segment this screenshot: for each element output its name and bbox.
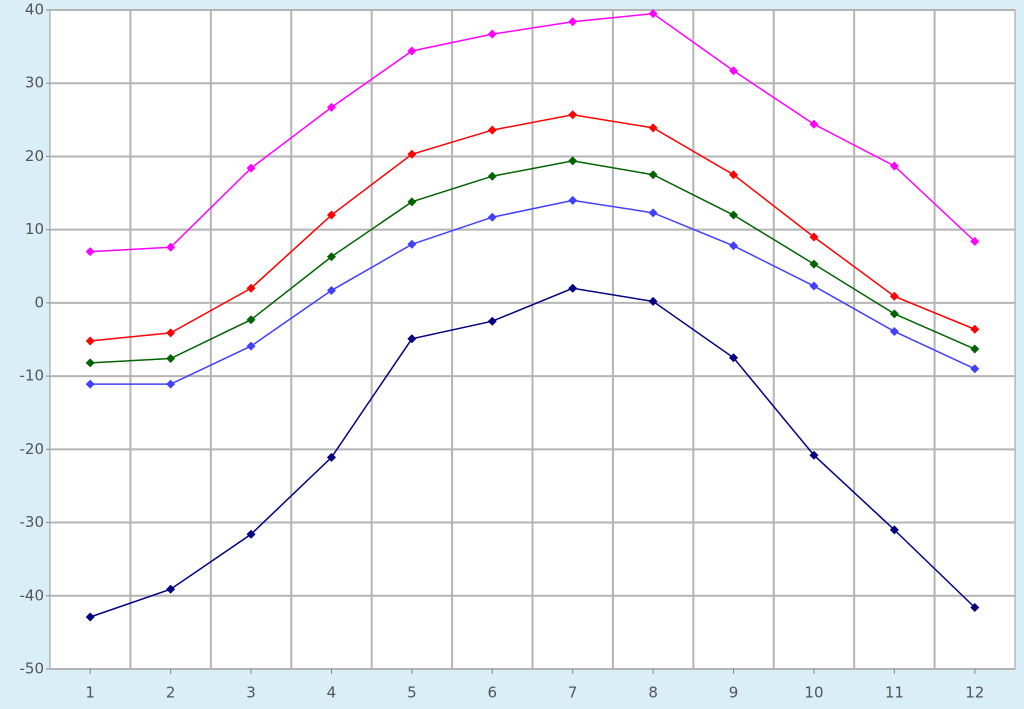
point-marker [729, 241, 739, 251]
point-marker [970, 344, 980, 354]
point-marker [166, 584, 176, 594]
y-tick-label: -10 [20, 367, 45, 385]
x-tick-label: 4 [327, 684, 337, 702]
point-marker [407, 334, 417, 344]
point-marker [487, 29, 497, 39]
point-marker [246, 315, 256, 325]
point-marker [85, 358, 95, 368]
y-tick-label: -20 [20, 440, 45, 458]
point-marker [487, 125, 497, 135]
point-marker [809, 450, 819, 460]
point-marker [568, 195, 578, 205]
point-marker [809, 119, 819, 129]
point-marker [166, 354, 176, 364]
point-marker [326, 102, 336, 112]
point-marker [970, 324, 980, 334]
point-marker [326, 285, 336, 295]
point-marker [85, 336, 95, 346]
series-line [90, 12, 976, 253]
y-tick-label: 30 [25, 74, 44, 92]
point-marker [326, 252, 336, 262]
point-marker [246, 529, 256, 539]
point-marker [246, 341, 256, 351]
point-marker [648, 296, 658, 306]
series-line [90, 113, 976, 342]
series-line [90, 160, 976, 364]
series-line [90, 199, 976, 385]
point-marker [729, 66, 739, 76]
point-marker [407, 239, 417, 249]
point-marker [648, 123, 658, 133]
point-marker [729, 210, 739, 220]
point-marker [889, 309, 899, 319]
point-marker [970, 236, 980, 246]
point-marker [246, 283, 256, 293]
point-marker [648, 208, 658, 218]
x-tick-label: 9 [729, 684, 739, 702]
point-marker [166, 379, 176, 389]
x-tick-label: 11 [885, 684, 904, 702]
point-marker [487, 212, 497, 222]
x-tick-label: 3 [246, 684, 256, 702]
x-tick-label: 1 [85, 684, 95, 702]
point-marker [889, 525, 899, 535]
point-marker [166, 328, 176, 338]
x-tick-label: 12 [965, 684, 984, 702]
x-tick-label: 2 [166, 684, 176, 702]
point-marker [970, 602, 980, 612]
point-marker [326, 210, 336, 220]
point-marker [809, 281, 819, 291]
point-marker [809, 259, 819, 269]
x-tick-label: 5 [407, 684, 417, 702]
point-marker [407, 46, 417, 56]
point-marker [568, 17, 578, 27]
y-tick-label: -40 [20, 586, 45, 604]
x-tick-label: 6 [488, 684, 498, 702]
y-tick-label: -30 [20, 513, 45, 531]
x-tick-label: 10 [804, 684, 823, 702]
point-marker [166, 242, 176, 252]
y-tick-label: -50 [20, 660, 45, 678]
y-tick-label: 0 [34, 293, 44, 311]
point-marker [568, 283, 578, 293]
point-marker [809, 232, 819, 242]
point-marker [326, 452, 336, 462]
point-marker [407, 197, 417, 207]
point-marker [487, 316, 497, 326]
y-tick-label: 40 [25, 1, 44, 19]
point-marker [407, 149, 417, 159]
point-marker [85, 379, 95, 389]
point-marker [729, 353, 739, 363]
x-tick-label: 8 [648, 684, 658, 702]
point-marker [648, 170, 658, 180]
point-marker [568, 110, 578, 120]
point-marker [889, 291, 899, 301]
point-marker [648, 9, 658, 19]
series-line [89, 287, 976, 618]
point-marker [85, 247, 95, 257]
point-marker [487, 171, 497, 181]
point-marker [889, 161, 899, 171]
point-marker [970, 364, 980, 374]
y-tick-label: 20 [25, 147, 44, 165]
point-marker [729, 170, 739, 180]
point-marker [568, 156, 578, 166]
x-tick-label: 7 [568, 684, 578, 702]
point-marker [246, 163, 256, 173]
y-tick-label: 10 [25, 220, 44, 238]
point-marker [85, 612, 95, 622]
point-marker [889, 326, 899, 336]
